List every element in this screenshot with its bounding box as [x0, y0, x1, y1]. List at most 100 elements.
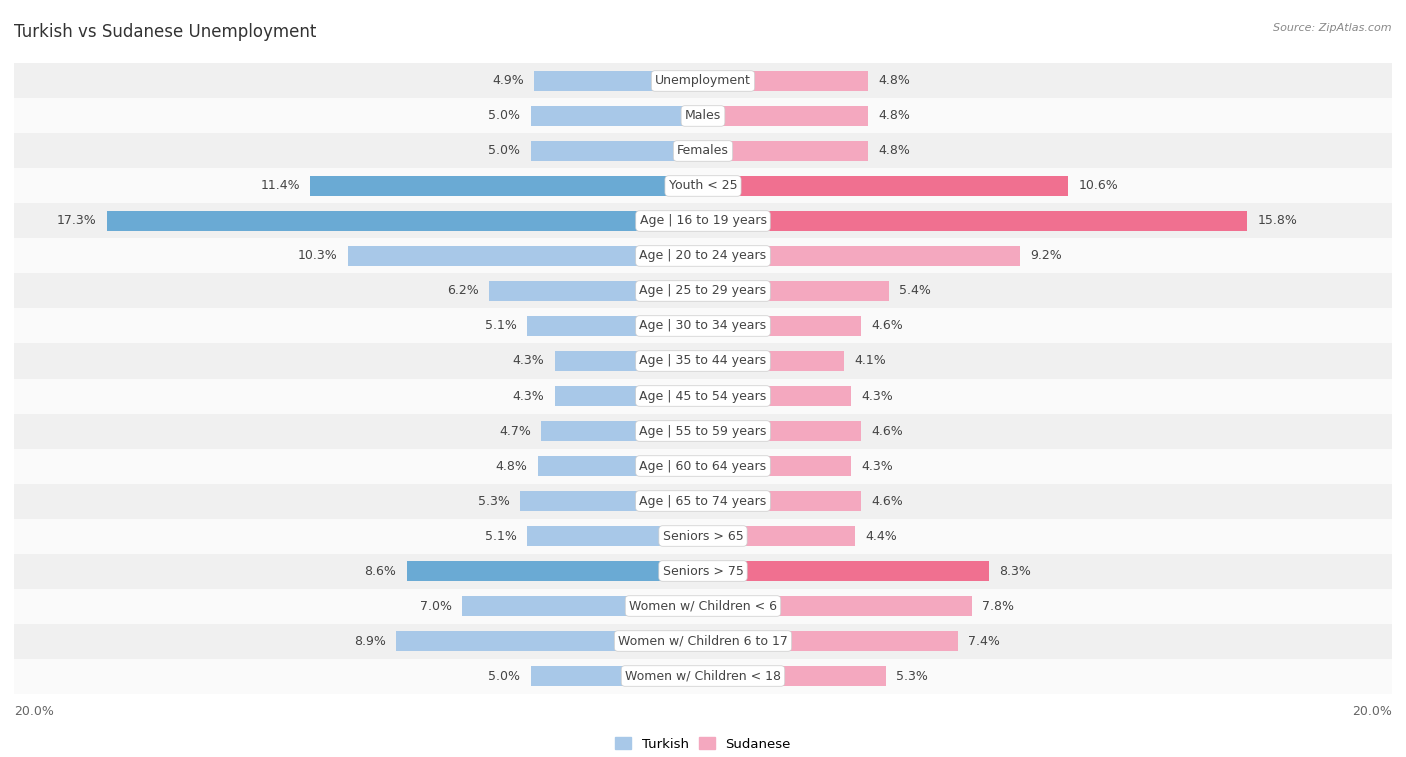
Bar	[14, 378, 1392, 413]
Text: Youth < 25: Youth < 25	[669, 179, 737, 192]
Text: 4.9%: 4.9%	[492, 74, 524, 88]
Text: 7.0%: 7.0%	[419, 600, 451, 612]
Bar	[703, 421, 862, 441]
Text: 5.0%: 5.0%	[488, 669, 520, 683]
Bar	[703, 631, 957, 651]
Bar	[311, 176, 703, 196]
Text: 10.3%: 10.3%	[298, 250, 337, 263]
Bar	[703, 526, 855, 546]
Bar	[14, 133, 1392, 169]
Bar	[14, 309, 1392, 344]
Bar	[703, 666, 886, 686]
Text: 6.2%: 6.2%	[447, 285, 479, 298]
Text: 4.3%: 4.3%	[513, 354, 544, 367]
Text: 4.8%: 4.8%	[495, 459, 527, 472]
Bar	[107, 211, 703, 231]
Bar	[349, 246, 703, 266]
Text: 20.0%: 20.0%	[14, 705, 53, 718]
Bar	[14, 413, 1392, 448]
Text: Women w/ Children 6 to 17: Women w/ Children 6 to 17	[619, 634, 787, 647]
Text: Seniors > 75: Seniors > 75	[662, 565, 744, 578]
Text: 9.2%: 9.2%	[1031, 250, 1062, 263]
Bar	[406, 561, 703, 581]
Text: 5.1%: 5.1%	[485, 319, 517, 332]
Text: Age | 35 to 44 years: Age | 35 to 44 years	[640, 354, 766, 367]
Bar	[534, 71, 703, 91]
Bar	[703, 246, 1019, 266]
Text: Source: ZipAtlas.com: Source: ZipAtlas.com	[1274, 23, 1392, 33]
Text: 11.4%: 11.4%	[260, 179, 299, 192]
Bar	[703, 211, 1247, 231]
Bar	[531, 666, 703, 686]
Bar	[396, 631, 703, 651]
Bar	[14, 169, 1392, 204]
Bar	[537, 456, 703, 476]
Text: Age | 65 to 74 years: Age | 65 to 74 years	[640, 494, 766, 507]
Bar	[703, 106, 869, 126]
Text: 4.6%: 4.6%	[872, 319, 904, 332]
Text: Age | 30 to 34 years: Age | 30 to 34 years	[640, 319, 766, 332]
Text: Age | 16 to 19 years: Age | 16 to 19 years	[640, 214, 766, 228]
Text: 8.3%: 8.3%	[1000, 565, 1031, 578]
Text: 4.3%: 4.3%	[862, 390, 893, 403]
Bar	[14, 64, 1392, 98]
Text: Age | 20 to 24 years: Age | 20 to 24 years	[640, 250, 766, 263]
Bar	[14, 204, 1392, 238]
Text: 15.8%: 15.8%	[1257, 214, 1298, 228]
Bar	[14, 344, 1392, 378]
Text: 5.3%: 5.3%	[478, 494, 510, 507]
Text: 4.3%: 4.3%	[513, 390, 544, 403]
Text: 4.8%: 4.8%	[879, 145, 911, 157]
Text: 8.6%: 8.6%	[364, 565, 396, 578]
Text: Seniors > 65: Seniors > 65	[662, 529, 744, 543]
Text: 5.1%: 5.1%	[485, 529, 517, 543]
Bar	[531, 141, 703, 161]
Bar	[14, 624, 1392, 659]
Text: 4.8%: 4.8%	[879, 110, 911, 123]
Bar	[703, 141, 869, 161]
Bar	[14, 98, 1392, 133]
Bar	[14, 448, 1392, 484]
Text: 5.0%: 5.0%	[488, 145, 520, 157]
Bar	[703, 456, 851, 476]
Bar	[703, 386, 851, 407]
Text: 10.6%: 10.6%	[1078, 179, 1118, 192]
Text: Age | 25 to 29 years: Age | 25 to 29 years	[640, 285, 766, 298]
Bar	[14, 273, 1392, 309]
Text: 7.4%: 7.4%	[969, 634, 1000, 647]
Text: 20.0%: 20.0%	[1353, 705, 1392, 718]
Bar	[14, 588, 1392, 624]
Bar	[520, 491, 703, 511]
Text: Age | 45 to 54 years: Age | 45 to 54 years	[640, 390, 766, 403]
Bar	[489, 281, 703, 301]
Text: Turkish vs Sudanese Unemployment: Turkish vs Sudanese Unemployment	[14, 23, 316, 41]
Bar	[703, 561, 988, 581]
Text: 4.7%: 4.7%	[499, 425, 531, 438]
Text: 4.4%: 4.4%	[865, 529, 897, 543]
Bar	[703, 176, 1069, 196]
Text: 7.8%: 7.8%	[981, 600, 1014, 612]
Bar	[541, 421, 703, 441]
Bar	[703, 316, 862, 336]
Bar	[703, 596, 972, 616]
Text: 4.1%: 4.1%	[855, 354, 886, 367]
Bar	[14, 484, 1392, 519]
Bar	[14, 553, 1392, 588]
Bar	[527, 526, 703, 546]
Bar	[703, 281, 889, 301]
Bar	[14, 659, 1392, 693]
Bar	[531, 106, 703, 126]
Bar	[461, 596, 703, 616]
Text: 5.4%: 5.4%	[900, 285, 931, 298]
Text: 4.3%: 4.3%	[862, 459, 893, 472]
Text: Unemployment: Unemployment	[655, 74, 751, 88]
Legend: Turkish, Sudanese: Turkish, Sudanese	[610, 732, 796, 756]
Bar	[703, 71, 869, 91]
Text: 8.9%: 8.9%	[354, 634, 387, 647]
Text: Women w/ Children < 6: Women w/ Children < 6	[628, 600, 778, 612]
Text: Females: Females	[678, 145, 728, 157]
Text: 4.6%: 4.6%	[872, 494, 904, 507]
Bar	[14, 238, 1392, 273]
Text: Males: Males	[685, 110, 721, 123]
Text: Age | 55 to 59 years: Age | 55 to 59 years	[640, 425, 766, 438]
